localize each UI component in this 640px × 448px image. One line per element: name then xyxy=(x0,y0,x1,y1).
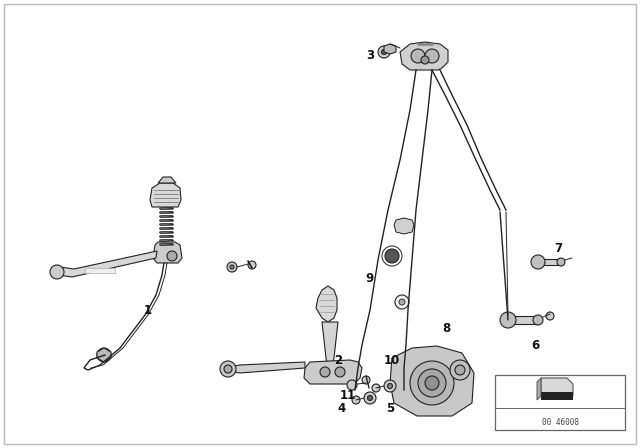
Circle shape xyxy=(362,376,370,384)
Text: 11: 11 xyxy=(340,388,356,401)
Circle shape xyxy=(220,361,236,377)
Bar xyxy=(495,375,625,430)
Circle shape xyxy=(533,315,543,325)
Polygon shape xyxy=(322,322,338,368)
Polygon shape xyxy=(150,183,181,207)
Circle shape xyxy=(384,380,396,392)
Text: 1: 1 xyxy=(144,303,152,316)
Text: 2: 2 xyxy=(334,353,342,366)
Circle shape xyxy=(101,352,107,358)
Polygon shape xyxy=(228,362,305,373)
Circle shape xyxy=(248,261,256,269)
Circle shape xyxy=(378,46,390,58)
Polygon shape xyxy=(538,259,561,265)
Circle shape xyxy=(450,360,470,380)
Polygon shape xyxy=(384,44,396,54)
Circle shape xyxy=(546,312,554,320)
Circle shape xyxy=(381,49,387,55)
Text: 00 46008: 00 46008 xyxy=(541,418,579,426)
Polygon shape xyxy=(400,42,448,70)
Polygon shape xyxy=(394,218,414,234)
Circle shape xyxy=(364,392,376,404)
Circle shape xyxy=(410,361,454,405)
Circle shape xyxy=(227,262,237,272)
Polygon shape xyxy=(153,242,182,263)
Text: 8: 8 xyxy=(442,322,450,335)
Circle shape xyxy=(385,249,399,263)
Circle shape xyxy=(167,251,177,261)
Text: 9: 9 xyxy=(366,271,374,284)
Polygon shape xyxy=(158,177,176,183)
Polygon shape xyxy=(508,316,538,324)
Text: 7: 7 xyxy=(554,241,562,254)
Polygon shape xyxy=(304,360,362,384)
Bar xyxy=(85,268,115,273)
Circle shape xyxy=(500,312,516,328)
Circle shape xyxy=(50,265,64,279)
Circle shape xyxy=(352,396,360,404)
Circle shape xyxy=(421,56,429,64)
Text: 3: 3 xyxy=(366,48,374,61)
Polygon shape xyxy=(97,348,111,362)
Circle shape xyxy=(425,49,439,63)
Text: 5: 5 xyxy=(386,401,394,414)
Circle shape xyxy=(320,367,330,377)
Bar xyxy=(541,392,573,400)
Circle shape xyxy=(557,258,565,266)
Circle shape xyxy=(97,348,111,362)
Circle shape xyxy=(372,384,380,392)
Circle shape xyxy=(224,365,232,373)
Circle shape xyxy=(399,299,405,305)
Text: 4: 4 xyxy=(338,401,346,414)
Text: 10: 10 xyxy=(384,353,400,366)
Polygon shape xyxy=(537,378,541,400)
Circle shape xyxy=(455,365,465,375)
Polygon shape xyxy=(541,378,573,396)
Polygon shape xyxy=(56,251,157,277)
Circle shape xyxy=(395,295,409,309)
Polygon shape xyxy=(316,286,337,322)
Circle shape xyxy=(418,369,446,397)
Text: 6: 6 xyxy=(531,339,539,352)
Circle shape xyxy=(411,49,425,63)
Circle shape xyxy=(347,380,357,390)
Polygon shape xyxy=(390,346,474,416)
Circle shape xyxy=(335,367,345,377)
Circle shape xyxy=(367,396,372,401)
Circle shape xyxy=(531,255,545,269)
Circle shape xyxy=(387,383,392,388)
Circle shape xyxy=(230,265,234,269)
Circle shape xyxy=(425,376,439,390)
